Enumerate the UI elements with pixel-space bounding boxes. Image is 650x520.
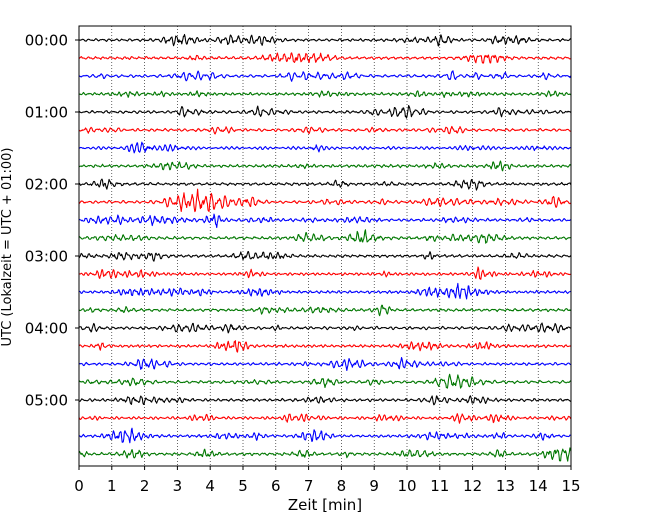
trace-15 <box>78 304 572 317</box>
y-tick-label-5: 05:00 <box>25 392 68 410</box>
trace-2 <box>78 70 572 82</box>
trace-10 <box>78 213 572 229</box>
y-tick-label-1: 01:00 <box>25 104 68 122</box>
x-tick-label-4: 4 <box>205 477 215 495</box>
trace-23 <box>78 447 572 462</box>
trace-3 <box>78 90 572 99</box>
trace-8 <box>78 178 572 191</box>
x-tick-label-7: 7 <box>304 477 314 495</box>
x-tick-label-15: 15 <box>561 477 580 495</box>
x-tick-label-12: 12 <box>463 477 482 495</box>
x-tick-label-8: 8 <box>337 477 347 495</box>
x-tick-label-9: 9 <box>369 477 379 495</box>
x-tick-label-0: 0 <box>74 477 84 495</box>
plot-frame <box>78 25 572 467</box>
x-tick-label-6: 6 <box>271 477 281 495</box>
trace-5 <box>78 125 572 135</box>
trace-7 <box>78 160 572 172</box>
x-tick-label-2: 2 <box>140 477 150 495</box>
x-tick-label-11: 11 <box>430 477 449 495</box>
x-tick-label-13: 13 <box>496 477 515 495</box>
trace-6 <box>78 141 572 154</box>
y-tick-label-3: 03:00 <box>25 248 68 266</box>
trace-1 <box>78 52 572 64</box>
trace-9 <box>78 188 572 213</box>
trace-16 <box>78 322 572 334</box>
x-tick-label-10: 10 <box>397 477 416 495</box>
trace-0 <box>78 33 572 47</box>
x-axis-title: Zeit [min] <box>288 496 362 514</box>
y-tick-label-0: 00:00 <box>25 32 68 50</box>
trace-11 <box>78 229 572 244</box>
seismic-traces <box>78 33 572 462</box>
trace-17 <box>78 340 572 353</box>
x-tick-label-3: 3 <box>173 477 183 495</box>
x-tick-label-1: 1 <box>107 477 117 495</box>
y-axis-title: UTC (Lokalzeit = UTC + 01:00) <box>0 148 15 347</box>
trace-4 <box>78 104 572 119</box>
trace-18 <box>78 357 572 372</box>
x-tick-label-5: 5 <box>238 477 248 495</box>
y-tick-label-4: 04:00 <box>25 320 68 338</box>
y-axis-ticks: 00:00 01:00 02:00 03:00 04:00 05:00 <box>25 32 79 410</box>
trace-13 <box>78 266 572 280</box>
x-axis-ticks: 0 1 2 3 4 5 6 7 8 9 10 11 12 13 14 15 <box>74 466 581 495</box>
trace-19 <box>78 373 572 389</box>
trace-12 <box>78 251 572 262</box>
trace-20 <box>78 395 572 406</box>
x-tick-label-14: 14 <box>529 477 548 495</box>
trace-14 <box>78 282 572 300</box>
trace-22 <box>78 427 572 444</box>
trace-21 <box>78 413 572 424</box>
y-tick-label-2: 02:00 <box>25 176 68 194</box>
x-gridlines <box>111 26 539 466</box>
